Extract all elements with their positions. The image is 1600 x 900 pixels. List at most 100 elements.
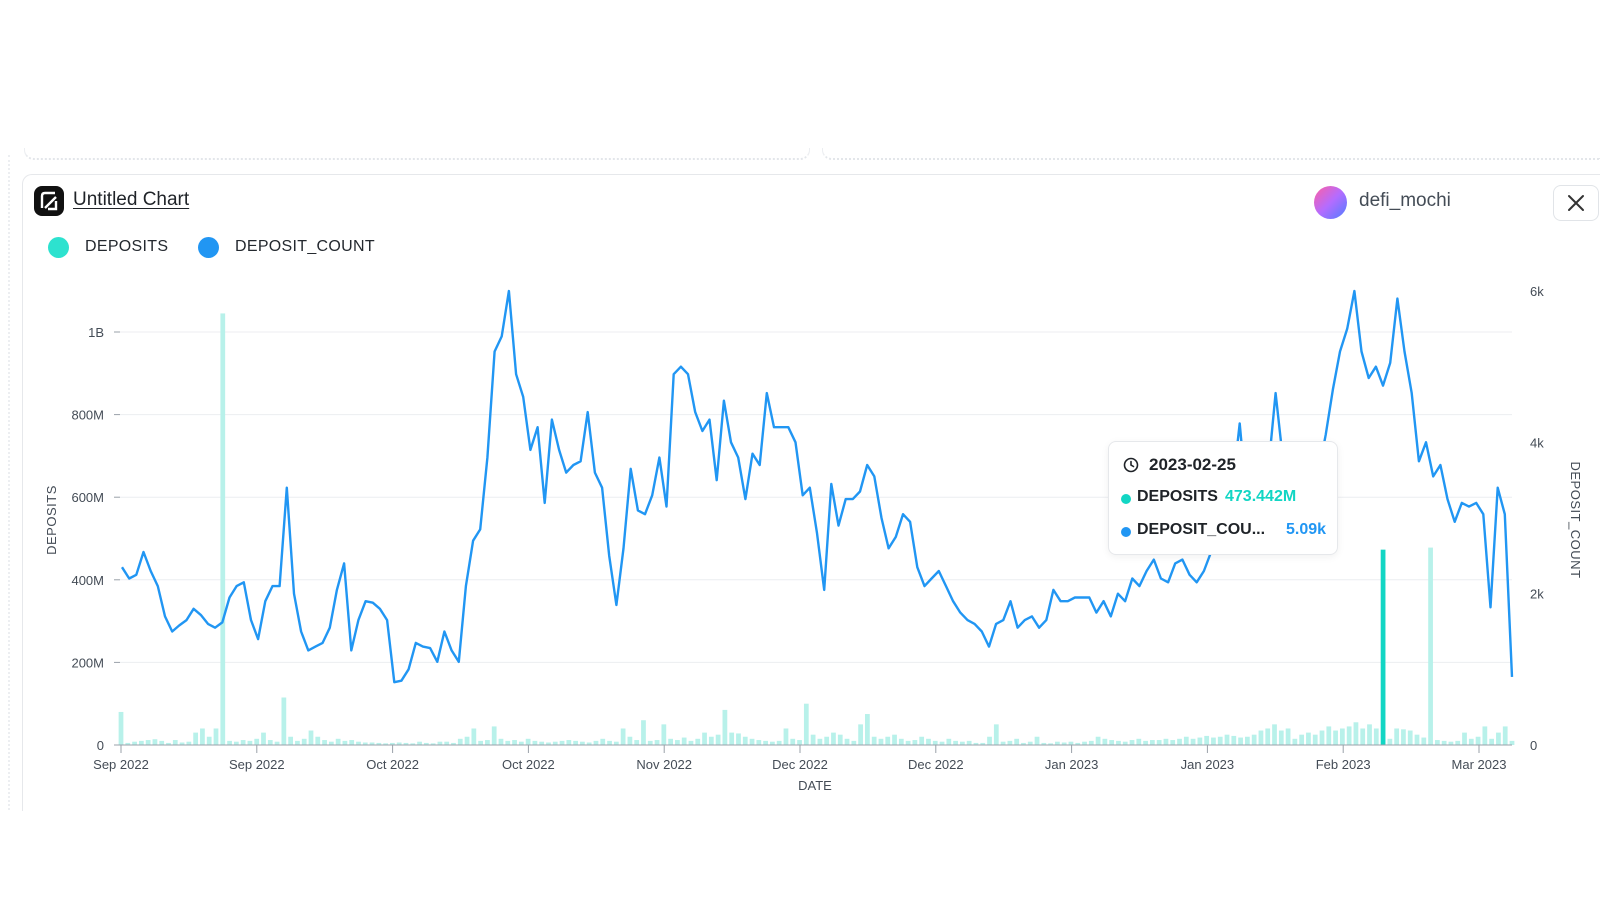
deposits-bar <box>213 728 219 745</box>
deposits-bar <box>966 740 972 745</box>
close-button[interactable] <box>1553 185 1599 221</box>
deposits-bar <box>1373 728 1379 745</box>
y-left-tick-label: 1B <box>88 325 104 340</box>
deposits-bar <box>193 732 199 745</box>
deposits-bar <box>1231 735 1237 745</box>
deposits-bar <box>1502 726 1508 745</box>
legend-dot-deposits <box>48 236 69 258</box>
deposits-bar <box>152 739 158 745</box>
deposits-bar <box>247 740 253 745</box>
x-axis-title: DATE <box>798 778 832 793</box>
deposits-bar <box>824 736 830 745</box>
deposits-bar <box>1401 729 1406 745</box>
deposits-bar <box>1075 742 1081 745</box>
deposits-bar <box>342 740 348 745</box>
deposits-bar <box>1190 738 1196 745</box>
deposits-bar <box>1102 738 1108 745</box>
deposits-bar <box>1143 740 1148 745</box>
deposits-bar <box>288 736 294 745</box>
deposits-bar <box>681 737 687 745</box>
deposits-bar <box>1238 737 1243 745</box>
deposits-bar <box>396 742 402 745</box>
deposits-bar <box>457 738 463 745</box>
deposits-bar <box>1367 724 1372 745</box>
deposits-bar <box>810 734 816 745</box>
deposits-bar <box>471 728 477 745</box>
deposits-bar <box>1258 730 1264 745</box>
deposits-bar <box>1278 730 1284 745</box>
tooltip-label-deposits: DEPOSITS <box>1137 488 1218 505</box>
x-tick-label: Dec 2022 <box>772 757 828 772</box>
legend-item-deposit-count[interactable]: DEPOSIT_COUNT <box>198 236 375 258</box>
deposits-bar <box>613 741 619 745</box>
deposits-bar <box>376 742 382 745</box>
legend-item-deposits[interactable]: DEPOSITS <box>48 236 168 258</box>
deposits-bar <box>1421 737 1427 745</box>
deposits-bar <box>695 738 701 745</box>
deposits-bar <box>607 740 612 745</box>
deposits-bar <box>464 736 470 745</box>
deposits-bar <box>125 742 131 745</box>
deposits-bar <box>844 738 850 745</box>
y-right-tick-label: 0 <box>1530 738 1537 753</box>
legend-dot-deposit-count <box>198 236 219 258</box>
deposits-bar <box>953 740 958 745</box>
deposits-bar <box>1014 738 1020 745</box>
y-right-tick-label: 2k <box>1530 587 1544 602</box>
deposits-bar <box>675 740 680 745</box>
deposits-bar <box>620 728 626 745</box>
y-left-tick-label: 0 <box>97 738 104 753</box>
deposits-bar <box>220 313 226 745</box>
deposits-bar <box>478 740 483 745</box>
chart-title-link[interactable]: Untitled Chart <box>73 189 190 210</box>
deposits-bar <box>274 741 280 745</box>
x-tick-label: Oct 2022 <box>502 757 555 772</box>
tooltip-dot-deposit-count <box>1121 527 1131 537</box>
x-tick-label: Oct 2022 <box>366 757 419 772</box>
deposits-bar <box>851 740 857 745</box>
deposits-bar <box>634 740 640 745</box>
deposit-count-line <box>120 289 1514 684</box>
deposits-bar <box>1156 740 1162 745</box>
deposits-bar <box>987 736 992 745</box>
tooltip-label-deposit-count: DEPOSIT_COU... <box>1137 521 1266 538</box>
deposits-bar <box>1489 738 1495 745</box>
x-tick-label: Nov 2022 <box>636 757 692 772</box>
deposits-bar <box>973 742 979 745</box>
deposits-bar <box>532 740 538 745</box>
deposits-bar <box>1041 742 1047 745</box>
deposits-bar <box>1183 736 1189 745</box>
deposits-bar <box>1312 734 1318 745</box>
deposits-bar <box>1150 740 1155 745</box>
deposits-bar <box>227 740 232 745</box>
x-tick-label: Jan 2023 <box>1181 757 1235 772</box>
deposits-bar <box>912 740 918 745</box>
deposits-bar <box>1462 732 1467 745</box>
deposits-bar <box>390 742 395 745</box>
y-left-tick-label: 200M <box>71 655 104 670</box>
deposits-bar <box>1048 743 1053 745</box>
deposits-bar <box>668 738 673 745</box>
deposits-bar <box>559 740 565 745</box>
deposits-bar <box>315 736 321 745</box>
deposits-bar <box>356 741 361 745</box>
deposits-bar <box>1333 730 1338 745</box>
user-avatar[interactable] <box>1314 186 1347 219</box>
deposits-bar <box>485 740 490 745</box>
deposits-bar <box>831 732 836 745</box>
owner-username[interactable]: defi_mochi <box>1359 190 1451 211</box>
deposits-bar <box>1292 738 1298 745</box>
deposits-bar <box>1414 734 1420 745</box>
deposits-bar <box>946 738 952 745</box>
deposits-bar <box>1326 726 1332 745</box>
deposits-bar <box>566 740 572 745</box>
deposits-bar <box>1346 726 1352 745</box>
deposits-bar <box>295 740 300 745</box>
deposits-bar <box>1061 742 1067 745</box>
deposits-bar <box>240 740 246 745</box>
deposits-bar <box>1007 740 1013 745</box>
deposits-bar <box>206 736 212 745</box>
deposits-bar <box>179 742 185 745</box>
deposits-bar <box>1204 735 1210 745</box>
